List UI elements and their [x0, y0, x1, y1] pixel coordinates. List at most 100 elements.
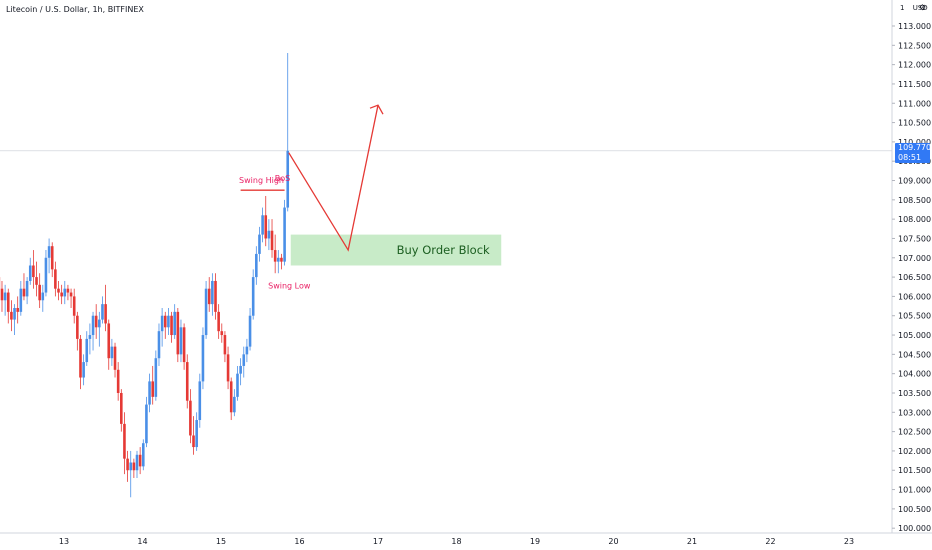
- swing-high-label: Swing High: [239, 176, 284, 185]
- candle-body: [151, 381, 155, 397]
- candle-body: [113, 346, 117, 370]
- candle-body: [110, 346, 114, 359]
- candle-body: [13, 307, 16, 320]
- candle-body: [283, 207, 286, 262]
- candle-body: [286, 150, 290, 208]
- x-tick-label: 19: [530, 537, 540, 546]
- candle-body: [207, 288, 211, 305]
- candle-body: [239, 365, 242, 374]
- candle-body: [258, 234, 261, 254]
- gear-icon[interactable]: ⚙: [919, 3, 927, 12]
- candle-body: [138, 454, 142, 467]
- candle-body: [85, 338, 89, 363]
- candle-body: [104, 304, 107, 324]
- y-tick-label: 111.500: [898, 80, 931, 89]
- candle-body: [98, 319, 101, 328]
- candle-body: [3, 292, 7, 301]
- candle-body: [54, 269, 57, 289]
- x-tick-label: 17: [373, 537, 383, 546]
- candle-body: [41, 292, 45, 301]
- x-tick-label: 21: [687, 537, 697, 546]
- candle-body: [179, 327, 183, 355]
- candle-body: [267, 230, 271, 239]
- y-tick-label: 104.500: [898, 350, 931, 359]
- candle-body: [32, 265, 35, 278]
- candle-body: [82, 362, 85, 378]
- candle-body: [242, 354, 246, 366]
- candle-body: [251, 277, 255, 316]
- candle-body: [261, 215, 264, 235]
- candle-body: [173, 311, 176, 336]
- candle-body: [226, 354, 230, 382]
- candle-body: [229, 381, 233, 413]
- candle-body: [160, 315, 164, 332]
- x-tick-label: 23: [844, 537, 854, 546]
- y-tick-label: 108.500: [898, 196, 931, 205]
- y-tick-label: 107.500: [898, 234, 931, 243]
- chart-title: Litecoin / U.S. Dollar, 1h, BITFINEX: [6, 5, 144, 14]
- candle-body: [107, 323, 111, 359]
- candle-body: [38, 284, 41, 301]
- currency-label[interactable]: USD: [912, 4, 928, 12]
- candle-body: [157, 331, 161, 359]
- candle-body: [66, 288, 70, 293]
- y-tick-label: 107.000: [898, 254, 931, 263]
- candle-body: [214, 280, 217, 312]
- candle-body: [192, 435, 195, 448]
- y-tick-label: 100.000: [898, 524, 931, 533]
- y-tick-label: 106.000: [898, 292, 931, 301]
- x-tick-label: 13: [59, 537, 69, 546]
- candle-body: [245, 346, 249, 355]
- candle-body: [163, 315, 167, 328]
- order-block-label: Buy Order Block: [397, 243, 490, 257]
- candle-body: [185, 362, 189, 401]
- candle-body: [217, 311, 220, 332]
- candle-body: [141, 443, 145, 467]
- y-tick-label: 103.000: [898, 408, 931, 417]
- last-price-countdown: 08:51: [898, 153, 922, 162]
- candle-body: [129, 462, 133, 471]
- candle-body: [35, 277, 38, 285]
- projection-arrowhead: [369, 104, 384, 115]
- x-tick-label: 16: [294, 537, 304, 546]
- candle-body: [22, 288, 26, 297]
- swing-low-label: Swing Low: [268, 282, 311, 291]
- y-tick-label: 106.500: [898, 273, 931, 282]
- candle-body: [270, 230, 274, 251]
- y-tick-label: 112.000: [898, 61, 931, 70]
- candle-body: [223, 335, 227, 355]
- candle-body: [79, 338, 82, 378]
- x-tick-label: 15: [216, 537, 226, 546]
- candle-body: [148, 381, 151, 405]
- last-price-tag: 109.770 08:51: [895, 143, 931, 163]
- scale-controls[interactable]: 1 USD ⚙: [900, 3, 928, 12]
- candle-body: [182, 327, 186, 363]
- bos-label: BoS: [275, 174, 290, 183]
- y-tick-label: 105.000: [898, 331, 931, 340]
- y-tick-label: 101.500: [898, 466, 931, 475]
- scale-one-label[interactable]: 1: [900, 4, 905, 12]
- candle-body: [72, 296, 76, 316]
- candle-body: [145, 404, 148, 444]
- candle-body: [154, 358, 158, 397]
- candle-body: [170, 315, 173, 336]
- candle-body: [25, 280, 29, 297]
- candle-body: [10, 311, 13, 320]
- y-tick-label: 102.500: [898, 428, 931, 437]
- candle-body: [201, 335, 205, 382]
- candle-body: [280, 257, 283, 262]
- y-tick-label: 105.500: [898, 312, 931, 321]
- y-tick-label: 101.000: [898, 486, 931, 495]
- candle-body: [255, 253, 258, 278]
- candle-body: [167, 315, 170, 328]
- candle-body: [120, 392, 123, 424]
- candle-body: [94, 315, 98, 328]
- y-tick-label: 112.500: [898, 41, 931, 50]
- y-tick-label: 110.500: [898, 119, 931, 128]
- y-tick-label: 110.000: [898, 138, 931, 147]
- candle-body: [248, 315, 252, 347]
- candle-body: [101, 304, 104, 320]
- candle-body: [69, 292, 73, 297]
- candle-body: [189, 400, 192, 436]
